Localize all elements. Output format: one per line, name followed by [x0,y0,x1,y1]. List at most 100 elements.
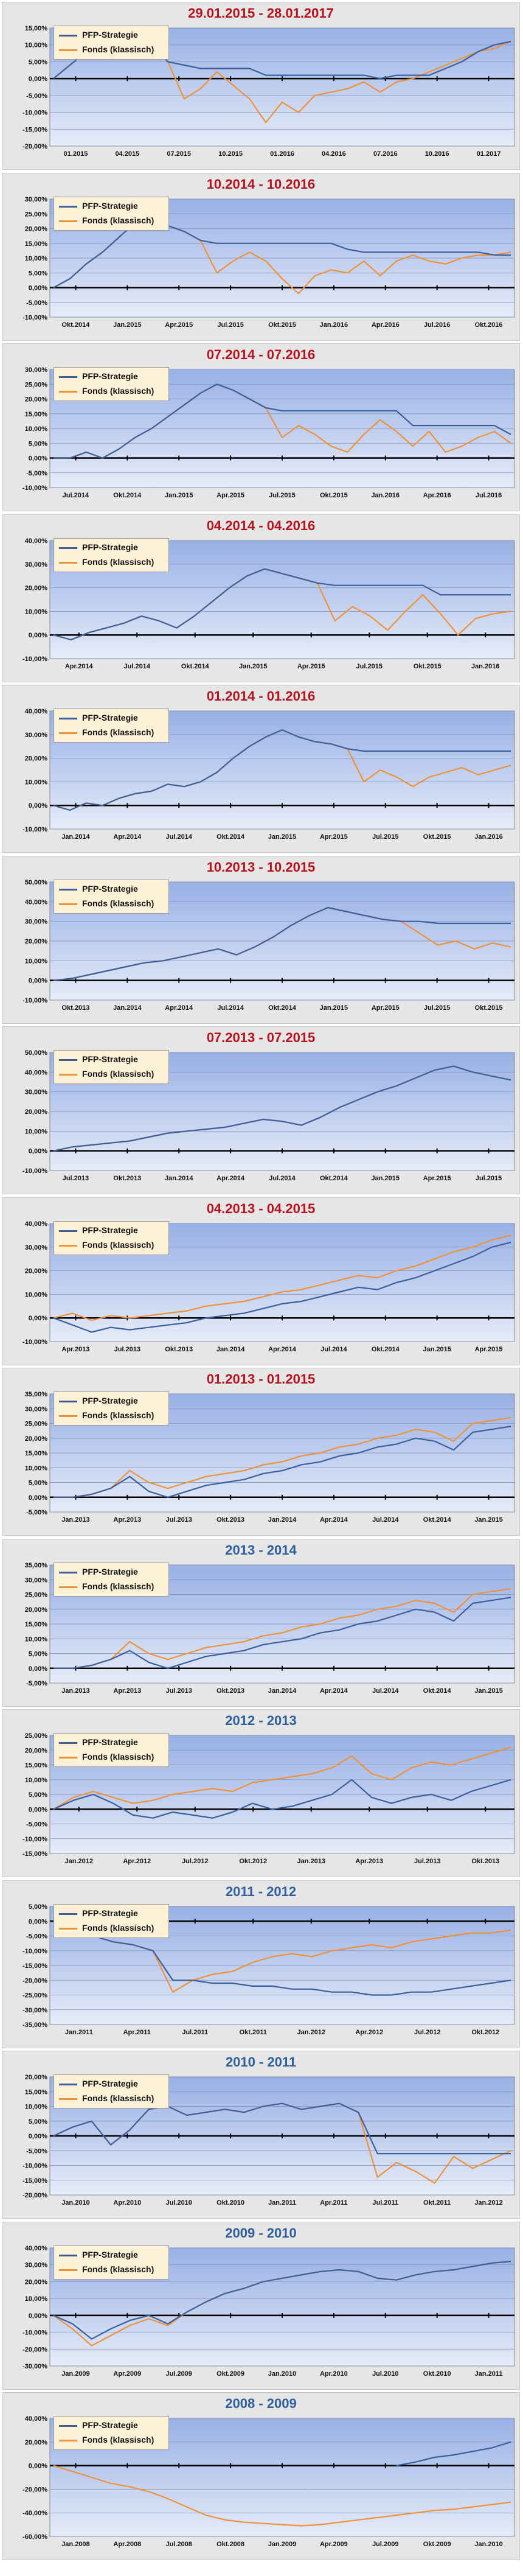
y-tick-label: 30,00% [25,561,48,569]
chart-panel: 2011 - 2012 5,00% 0,00% -5,00% -10,00% -15,00… [2,1880,520,2048]
y-tick-label: 5,00% [29,270,47,277]
y-tick-label: -20,00% [23,2346,47,2353]
x-tick-label: Jan.2009 [268,2541,296,2548]
legend-swatch [59,1742,77,1744]
legend-swatch [59,376,77,378]
legend-swatch [59,49,77,51]
y-tick-label: 20,00% [25,1435,48,1443]
legend-swatch [59,2084,77,2085]
legend-label: Fonds (klassisch) [82,2264,154,2274]
series-line-fonds-klassisch [54,1416,511,1498]
x-tick-label: Okt.2014 [113,492,142,499]
legend-item-fonds-klassisch: Fonds (klassisch) [59,1922,166,1934]
y-tick-label: 15,00% [25,2088,48,2096]
x-tick-label: Jul.2009 [166,2370,192,2378]
y-tick-label: -10,00% [23,656,47,663]
y-tick-label: -10,00% [23,826,47,833]
legend-label: Fonds (klassisch) [82,386,154,396]
x-tick-label: Okt.2014 [372,1346,400,1353]
x-tick-label: Apr.2011 [320,2199,347,2207]
series-line-pfp-strategie [53,1920,511,1996]
legend-item-pfp-strategie: PFP-Strategie [59,1737,166,1749]
x-tick-label: Apr.2015 [475,1346,503,1353]
x-tick-label: Jul.2013 [166,1516,192,1524]
x-tick-label: Jan.2010 [61,2199,89,2207]
chart-legend: PFP-Strategie Fonds (klassisch) [54,709,169,743]
y-tick-label: -40,00% [23,2510,47,2517]
y-tick-label: 5,00% [29,2118,47,2126]
x-tick-label: Okt.2014 [268,1004,297,1012]
y-tick-label: 30,00% [25,732,48,739]
y-tick-label: -20,00% [23,143,47,150]
legend-label: Fonds (klassisch) [82,1752,154,1762]
legend-label: Fonds (klassisch) [82,2435,154,2445]
x-tick-label: Jan.2014 [268,1516,297,1524]
x-tick-label: Jul.2013 [114,1346,140,1353]
legend-label: Fonds (klassisch) [82,1410,154,1420]
y-tick-label: 5,00% [29,1651,47,1658]
x-tick-label: Apr.2016 [372,321,400,329]
x-tick-label: Okt.2010 [216,2199,244,2207]
y-tick-label: 10,00% [25,2104,48,2111]
legend-swatch [59,547,77,549]
x-tick-label: Okt.2013 [216,1516,244,1524]
x-tick-label: Jul.2016 [476,492,502,499]
x-tick-label: Jan.2015 [372,1175,400,1182]
x-tick-label: Jul.2013 [63,1175,89,1182]
y-tick-label: 40,00% [25,537,48,545]
series-line-pfp-strategie [53,906,511,981]
x-tick-label: Jan.2016 [474,833,502,841]
chart-legend: PFP-Strategie Fonds (klassisch) [54,538,169,572]
legend-label: PFP-Strategie [82,1225,138,1235]
x-tick-label: Jan.2010 [474,2541,502,2548]
chart-legend: PFP-Strategie Fonds (klassisch) [54,1733,169,1767]
legend-label: PFP-Strategie [82,1054,138,1064]
x-tick-label: Jan.2008 [61,2541,89,2548]
x-tick-label: Jul.2010 [166,2199,192,2207]
x-tick-label: Okt.2013 [62,1004,90,1012]
series-line-pfp-strategie [54,383,511,459]
y-tick-label: 20,00% [25,2278,48,2286]
legend-label: Fonds (klassisch) [82,1581,154,1591]
legend-label: Fonds (klassisch) [82,1240,154,1250]
x-tick-label: Apr.2012 [355,2029,383,2036]
legend-item-pfp-strategie: PFP-Strategie [59,200,166,212]
x-tick-label: Jul.2014 [320,1346,347,1353]
legend-swatch [59,220,77,222]
x-tick-label: Jan.2012 [65,1858,93,1865]
x-tick-label: Jan.2016 [372,492,400,499]
y-tick-label: 0,00% [29,2463,47,2470]
chart-svg: 50,00% 40,00% 30,00% 20,00% 10,00% 0,00% -10,0… [23,879,515,1012]
x-tick-label: Okt.2011 [240,2029,267,2036]
series-line-pfp-strategie [53,1779,511,1819]
y-tick-label: 0,00% [29,2312,47,2320]
chart-title: 2009 - 2010 [225,2225,297,2241]
y-tick-label: 25,00% [25,1421,48,1428]
chart-legend: PFP-Strategie Fonds (klassisch) [54,197,169,231]
x-tick-label: Apr.2014 [320,1516,348,1524]
x-tick-label: Okt.2008 [216,2541,244,2548]
legend-item-fonds-klassisch: Fonds (klassisch) [59,727,166,739]
series-line-fonds-klassisch [54,1587,511,1669]
x-tick-label: Jan.2015 [165,492,193,499]
y-tick-label: 40,00% [25,708,48,715]
y-tick-label: 20,00% [25,1108,48,1116]
legend-swatch [59,1230,77,1232]
x-tick-label: Jan.2014 [165,1175,193,1182]
x-tick-label: Jul.2015 [476,1175,502,1182]
y-tick-label: 10,00% [25,42,48,49]
x-tick-label: Apr.2015 [372,1004,400,1012]
legend-swatch [59,2440,77,2441]
x-tick-label: Jul.2014 [372,1516,399,1524]
x-tick-label: Okt.2012 [471,2029,499,2036]
x-tick-label: Jan.2014 [61,833,90,841]
x-tick-label: Jan.2011 [475,2370,503,2378]
legend-item-pfp-strategie: PFP-Strategie [59,1395,166,1407]
legend-item-pfp-strategie: PFP-Strategie [59,1225,166,1237]
y-tick-label: 50,00% [25,879,48,886]
x-tick-label: Okt.2010 [423,2370,451,2378]
y-tick-label: 0,00% [29,978,47,985]
legend-swatch [59,2255,77,2256]
legend-label: PFP-Strategie [82,1737,138,1747]
x-tick-label: Apr.2009 [320,2541,348,2548]
